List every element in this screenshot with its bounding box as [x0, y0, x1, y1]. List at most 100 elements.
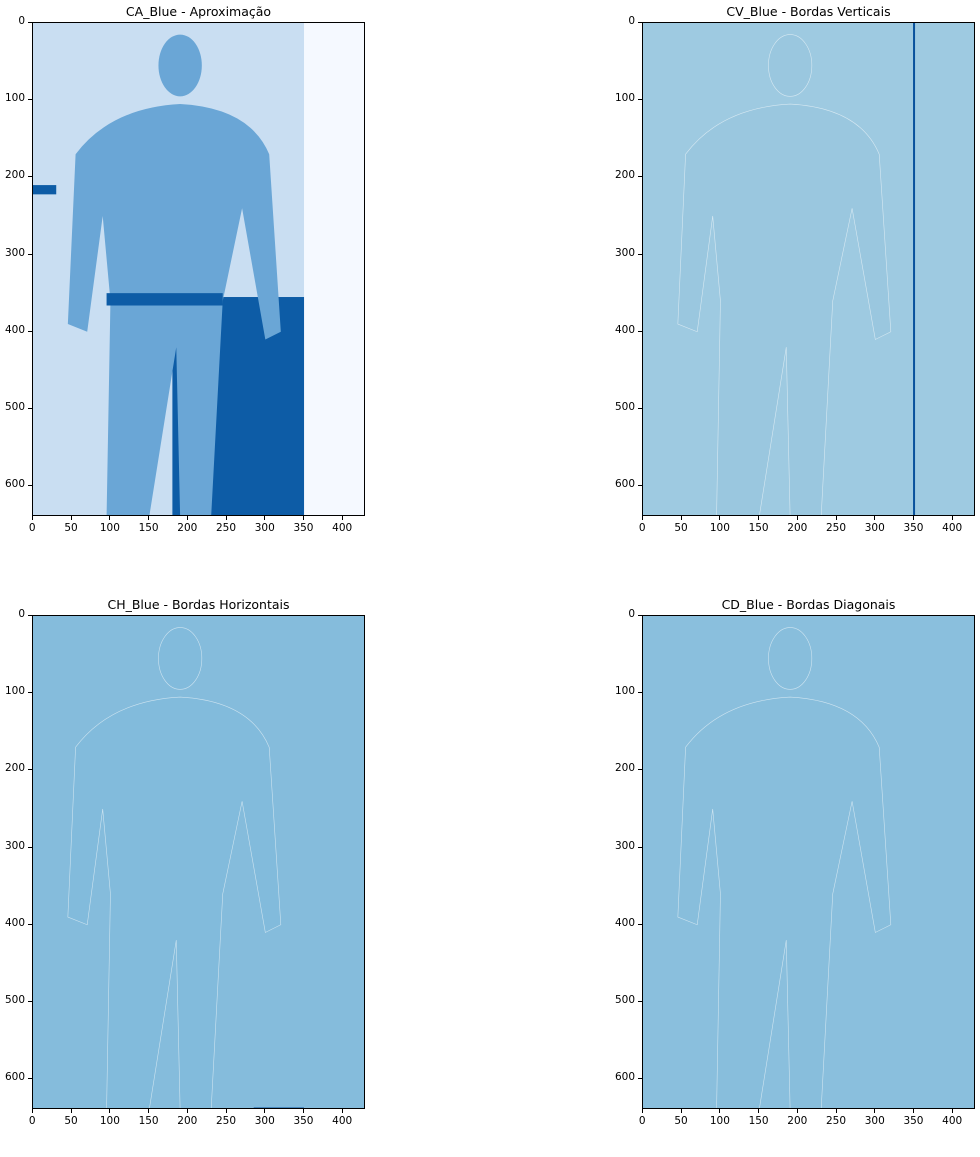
y-tick-label: 400: [614, 323, 635, 336]
y-tick-mark: [638, 1000, 642, 1002]
x-tick-mark: [642, 1109, 643, 1113]
x-tick-mark: [835, 1109, 837, 1113]
x-tick-label: 250: [216, 522, 237, 534]
person-silhouette: [677, 627, 892, 1108]
y-tick-mark: [638, 923, 642, 925]
y-tick-label: 100: [614, 685, 635, 698]
y-tick-mark: [28, 176, 32, 178]
y-tick-label: 300: [4, 839, 25, 852]
x-tick-mark: [303, 516, 305, 520]
ch-blue-panel: CH_Blue - Bordas Horizontais 0 100 200 300 4…: [0, 597, 400, 1157]
x-tick-label: 150: [748, 1115, 769, 1127]
decomposition-image: [33, 616, 364, 1108]
decomposition-image: [33, 23, 364, 515]
x-tick-mark: [225, 1109, 227, 1113]
y-tick-label: 200: [614, 762, 635, 775]
x-tick-mark: [951, 516, 953, 520]
x-tick-label: 50: [64, 522, 78, 534]
y-tick-label: 600: [614, 1071, 635, 1084]
y-tick-label: 600: [4, 478, 25, 491]
y-tick-label: 300: [4, 246, 25, 259]
x-tick-mark: [225, 516, 227, 520]
y-tick-mark: [28, 99, 32, 101]
x-tick-mark: [796, 1109, 798, 1113]
x-axis: 0 50 100 150 200 250 300 350 400: [29, 516, 365, 536]
x-tick-label: 150: [138, 522, 159, 534]
y-tick-mark: [28, 615, 32, 616]
x-tick-mark: [148, 516, 150, 520]
x-tick-mark: [341, 1109, 343, 1113]
y-axis: 0 100 200 300 400 500 600: [0, 608, 32, 1109]
x-tick-mark: [264, 516, 266, 520]
x-tick-label: 400: [332, 1115, 353, 1127]
y-tick-label: 500: [614, 993, 635, 1006]
x-tick-mark: [913, 1109, 915, 1113]
y-axis: 0 100 200 300 400 500 600: [610, 15, 642, 516]
y-tick-mark: [28, 692, 32, 694]
x-tick-mark: [186, 1109, 188, 1113]
x-tick-mark: [874, 516, 876, 520]
y-tick-mark: [638, 22, 642, 23]
y-tick-label: 0: [628, 608, 635, 620]
y-tick-mark: [638, 615, 642, 616]
panel-title: CH_Blue - Bordas Horizontais: [107, 597, 290, 612]
y-tick-mark: [638, 99, 642, 101]
x-tick-label: 350: [293, 522, 314, 534]
y-tick-mark: [28, 923, 32, 925]
y-axis: 0 100 200 300 400 500 600: [0, 15, 32, 516]
x-tick-mark: [70, 516, 72, 520]
y-tick-label: 300: [614, 839, 635, 852]
image-area: [32, 615, 365, 1109]
x-tick-mark: [148, 1109, 150, 1113]
y-tick-label: 100: [4, 92, 25, 105]
x-tick-label: 250: [216, 1115, 237, 1127]
x-tick-label: 100: [99, 522, 120, 534]
x-tick-mark: [303, 1109, 305, 1113]
x-tick-label: 0: [28, 1115, 36, 1127]
y-tick-mark: [638, 1078, 642, 1080]
x-tick-label: 250: [826, 1115, 847, 1127]
image-area: [642, 615, 975, 1109]
y-tick-label: 0: [628, 15, 635, 27]
x-tick-mark: [32, 1109, 33, 1113]
y-tick-label: 0: [18, 15, 25, 27]
x-tick-label: 0: [638, 1115, 646, 1127]
image-area: [642, 22, 975, 516]
panel-title: CA_Blue - Aproximação: [125, 4, 272, 19]
x-tick-mark: [874, 1109, 876, 1113]
x-tick-label: 200: [787, 1115, 808, 1127]
y-tick-label: 500: [4, 993, 25, 1006]
x-tick-mark: [835, 516, 837, 520]
y-tick-label: 0: [18, 608, 25, 620]
x-axis: 0 50 100 150 200 250 300 350 400: [639, 516, 975, 536]
x-axis: 0 50 100 150 200 250 300 350 400: [28, 1109, 365, 1129]
x-tick-label: 50: [64, 1115, 78, 1127]
image-area: [32, 22, 365, 516]
y-tick-label: 200: [614, 169, 635, 182]
y-tick-label: 600: [614, 478, 635, 491]
x-tick-mark: [719, 1109, 721, 1113]
x-tick-label: 400: [942, 1115, 963, 1127]
y-tick-label: 100: [4, 685, 25, 698]
y-tick-label: 400: [4, 323, 25, 336]
y-tick-label: 200: [4, 169, 25, 182]
y-tick-mark: [28, 846, 32, 848]
x-tick-mark: [758, 1109, 760, 1113]
x-tick-mark: [680, 516, 682, 520]
y-axis: 0 100 200 300 400 500 600: [610, 608, 642, 1109]
x-tick-mark: [796, 516, 798, 520]
x-tick-mark: [951, 1109, 953, 1113]
x-axis: 0 50 100 150 200 250 300 350 400: [638, 1109, 975, 1129]
x-tick-label: 200: [787, 522, 808, 534]
x-tick-label: 200: [177, 1115, 198, 1127]
x-tick-label: 100: [709, 522, 730, 534]
x-tick-label: 300: [254, 1115, 275, 1127]
x-tick-label: 400: [332, 522, 353, 534]
x-tick-mark: [719, 516, 721, 520]
y-tick-mark: [28, 1078, 32, 1080]
x-tick-mark: [109, 1109, 111, 1113]
y-tick-label: 200: [4, 762, 25, 775]
x-tick-label: 100: [709, 1115, 730, 1127]
decomposition-image: [643, 23, 974, 515]
y-tick-mark: [28, 22, 32, 23]
